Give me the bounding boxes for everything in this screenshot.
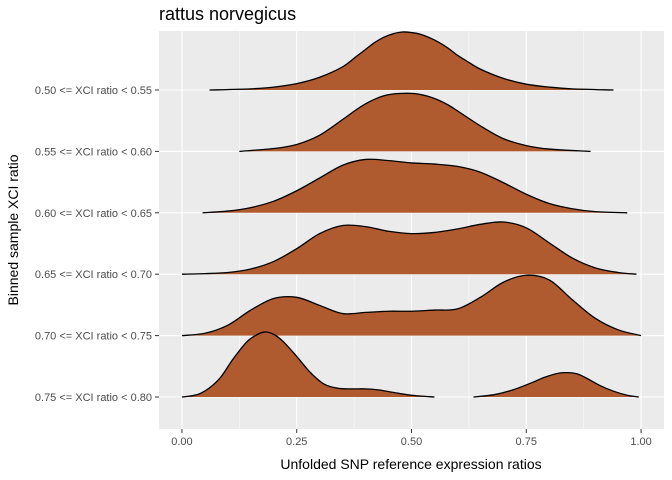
x-axis-title: Unfolded SNP reference expression ratios — [280, 456, 541, 472]
x-tick-label: 0.25 — [286, 436, 307, 448]
y-axis-ticks: 0.50 <= XCI ratio < 0.55 0.55 <= XCI rati… — [35, 85, 159, 404]
x-tick-label: 0.50 — [401, 436, 422, 448]
ridge-outline — [181, 331, 435, 398]
ridge-fill — [239, 93, 591, 152]
y-tick-label: 0.60 <= XCI ratio < 0.65 — [35, 208, 152, 220]
ridge-outline — [239, 92, 591, 153]
ridge-outline — [202, 158, 628, 214]
ridge-fill — [181, 275, 642, 336]
ridge-fill — [202, 159, 628, 213]
y-tick-label: 0.65 <= XCI ratio < 0.70 — [35, 269, 152, 281]
ridge-fill — [181, 332, 435, 397]
ridge-outline — [473, 371, 639, 398]
y-tick-label: 0.70 <= XCI ratio < 0.75 — [35, 331, 152, 343]
y-tick-label: 0.55 <= XCI ratio < 0.60 — [35, 146, 152, 158]
chart-title: rattus norvegicus — [159, 4, 296, 24]
ridge-outline — [181, 221, 637, 275]
x-tick-label: 1.00 — [630, 436, 651, 448]
ridge-fill — [181, 221, 637, 275]
ridge-fill — [473, 372, 639, 397]
x-axis-ticks: 0.00 0.25 0.50 0.75 1.00 — [171, 429, 652, 448]
ridge-fill — [209, 31, 614, 90]
y-axis-title: Binned sample XCI ratio — [5, 154, 21, 305]
ridge-outline — [181, 274, 642, 337]
ridges — [181, 31, 642, 398]
x-tick-label: 0.00 — [171, 436, 192, 448]
y-tick-label: 0.75 <= XCI ratio < 0.80 — [35, 392, 152, 404]
x-tick-label: 0.75 — [516, 436, 537, 448]
y-tick-label: 0.50 <= XCI ratio < 0.55 — [35, 85, 152, 97]
ridge-outline — [209, 31, 614, 91]
